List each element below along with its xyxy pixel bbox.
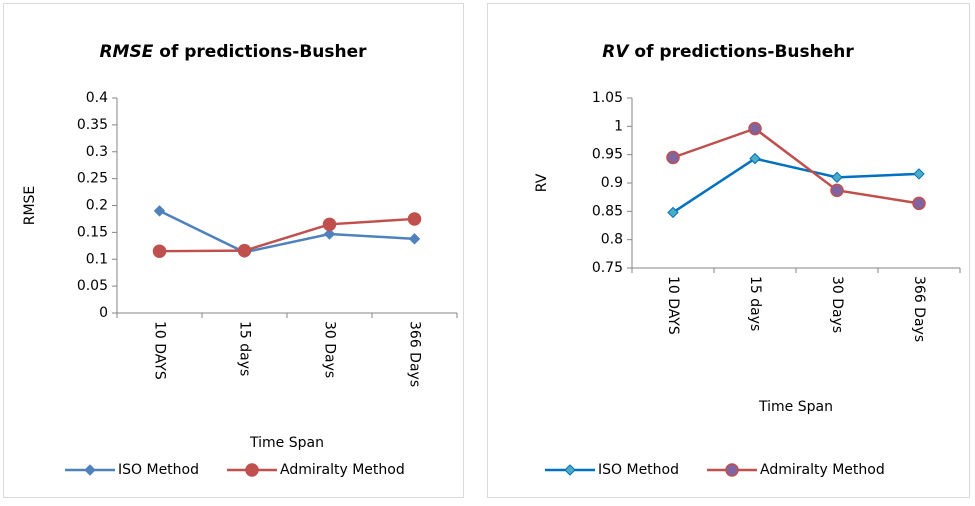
chart-title: RV of predictions-Bushehr — [602, 42, 854, 62]
legend-label: Admiralty Method — [280, 462, 405, 478]
y-tick-label: 0.2 — [86, 198, 108, 214]
series-line — [672, 157, 920, 214]
y-tick-label: 0.75 — [592, 260, 623, 276]
y-tick-label: 0.4 — [86, 90, 108, 106]
chart-frame — [487, 3, 970, 498]
marker — [84, 464, 96, 476]
marker — [245, 463, 259, 477]
y-tick-label: 0.9 — [601, 175, 623, 191]
marker — [831, 171, 843, 184]
title-rest: of predictions-Busher — [153, 42, 367, 62]
x-tick-label: 15 days — [747, 276, 763, 331]
y-tick-label: 0.3 — [86, 144, 108, 160]
x-axis-title: Time Span — [758, 399, 833, 415]
legend-label: Admiralty Method — [760, 462, 885, 478]
y-tick-label: 0.35 — [77, 117, 108, 133]
y-tick-label: 0.85 — [592, 203, 623, 219]
marker — [153, 205, 166, 217]
marker — [913, 168, 925, 180]
x-tick-label: 366 Days — [407, 321, 423, 387]
marker — [152, 244, 167, 258]
x-tick-label: 10 DAYS — [665, 276, 681, 335]
y-tick-label: 0.15 — [77, 224, 108, 240]
series-line — [672, 127, 920, 205]
y-tick-label: 0.8 — [601, 232, 623, 248]
marker — [912, 196, 926, 211]
marker — [749, 152, 761, 165]
x-axis-title: Time Span — [249, 435, 324, 451]
x-tick-label: 10 DAYS — [152, 321, 168, 380]
x-tick-label: 15 days — [237, 321, 253, 376]
y-tick-label: 0.25 — [77, 171, 108, 187]
marker — [748, 121, 762, 136]
marker — [237, 243, 252, 258]
y-tick-label: 1 — [614, 118, 623, 134]
y-tick-label: 0.1 — [86, 251, 108, 267]
series-line — [159, 217, 415, 253]
legend-label: ISO Method — [118, 462, 199, 478]
y-tick-label: 1.05 — [592, 90, 623, 106]
y-tick-label: 0.05 — [77, 278, 108, 294]
marker — [564, 464, 576, 476]
marker — [322, 217, 337, 232]
marker — [407, 212, 422, 226]
legend-label: ISO Method — [598, 462, 679, 478]
marker — [725, 463, 739, 477]
series-line — [158, 209, 415, 254]
y-tick-label: 0 — [99, 305, 108, 321]
title-rest: of predictions-Bushehr — [628, 42, 854, 62]
marker — [408, 233, 421, 245]
y-axis-title: RV — [534, 173, 550, 192]
marker — [830, 183, 844, 198]
title-italic: RMSE — [99, 42, 153, 62]
x-tick-label: 366 Days — [911, 276, 927, 342]
x-tick-label: 30 Days — [322, 321, 338, 378]
y-axis-title: RMSE — [22, 186, 38, 226]
title-italic: RV — [602, 42, 630, 62]
y-tick-label: 0.95 — [592, 147, 623, 163]
marker — [323, 228, 336, 240]
marker — [666, 150, 680, 165]
chart-title: RMSE of predictions-Busher — [99, 42, 367, 62]
x-tick-label: 30 Days — [829, 276, 845, 333]
marker — [667, 206, 679, 219]
